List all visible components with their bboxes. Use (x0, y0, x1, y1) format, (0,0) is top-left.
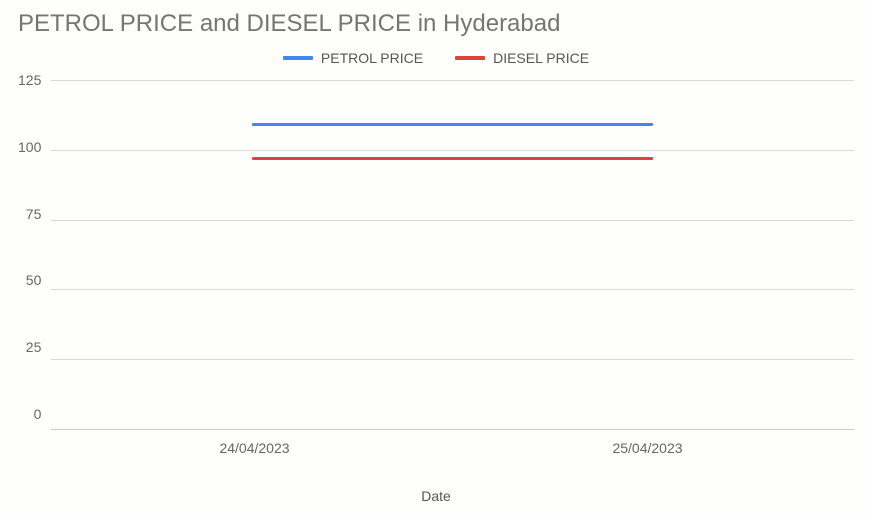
y-tick: 25 (26, 339, 42, 355)
legend-swatch-diesel (455, 56, 485, 60)
y-tick: 125 (18, 72, 41, 88)
legend-swatch-petrol (283, 56, 313, 60)
x-axis-label: Date (18, 488, 854, 504)
plot-area (51, 80, 854, 430)
gridline (51, 150, 854, 151)
x-tick: 24/04/2023 (219, 440, 289, 456)
y-tick: 50 (26, 272, 42, 288)
x-tick: 25/04/2023 (612, 440, 682, 456)
y-tick: 75 (26, 206, 42, 222)
x-axis: 24/04/2023 25/04/2023 (58, 440, 844, 462)
chart-area: 125 100 75 50 25 0 (18, 80, 854, 440)
series-line (252, 123, 653, 126)
legend-item-diesel: DIESEL PRICE (455, 50, 589, 66)
legend-label-diesel: DIESEL PRICE (493, 50, 589, 66)
gridline (51, 220, 854, 221)
gridline (51, 359, 854, 360)
legend-item-petrol: PETROL PRICE (283, 50, 423, 66)
gridline (51, 289, 854, 290)
legend: PETROL PRICE DIESEL PRICE (18, 50, 854, 66)
chart-title: PETROL PRICE and DIESEL PRICE in Hyderab… (18, 10, 854, 38)
y-tick: 0 (34, 406, 42, 422)
y-axis: 125 100 75 50 25 0 (18, 72, 51, 422)
gridline (51, 80, 854, 81)
series-line (252, 157, 653, 160)
legend-label-petrol: PETROL PRICE (321, 50, 423, 66)
y-tick: 100 (18, 139, 41, 155)
